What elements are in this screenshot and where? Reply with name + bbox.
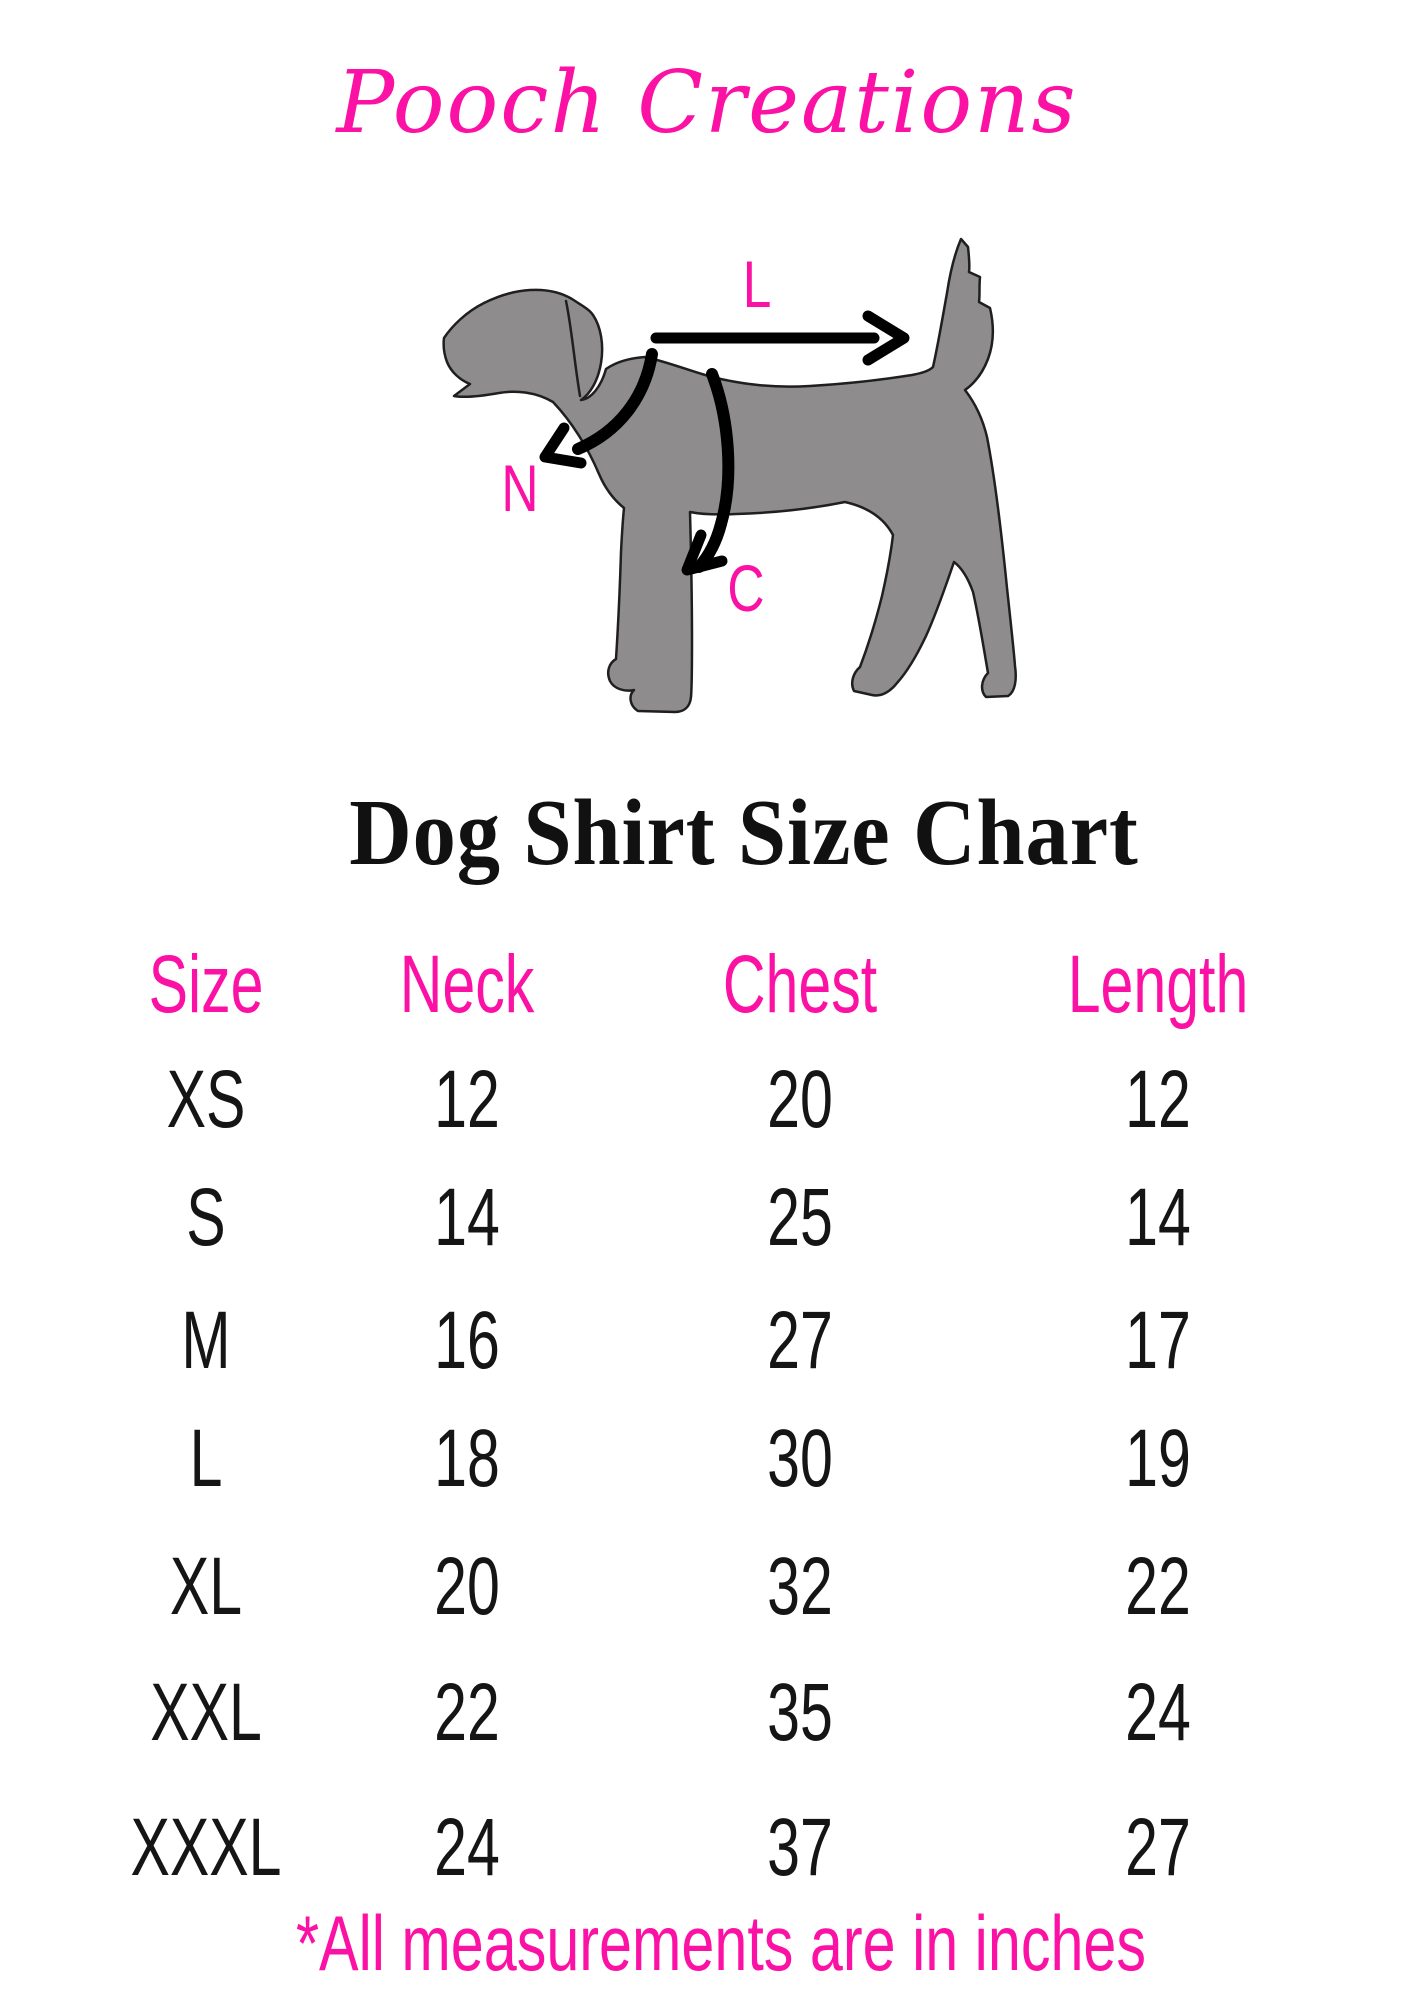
chest-value: 27 (767, 1295, 834, 1386)
table-row-xxxl: XXXL 24 37 27 (0, 1786, 1414, 1910)
neck-value: 22 (433, 1667, 500, 1758)
table-row-s: S 14 25 14 (0, 1156, 1414, 1280)
column-header-length: Length (1067, 939, 1249, 1030)
size-value: L (190, 1413, 223, 1504)
neck-value: 14 (433, 1172, 500, 1263)
neck-arrow-icon (539, 348, 658, 469)
neck-value: 12 (433, 1054, 500, 1145)
length-value: 27 (1125, 1802, 1191, 1893)
neck-label: N (501, 451, 538, 526)
chest-value: 35 (767, 1667, 834, 1758)
length-value: 22 (1125, 1541, 1191, 1632)
chest-value: 32 (767, 1541, 834, 1632)
size-value: XS (167, 1054, 246, 1145)
length-label: L (743, 247, 772, 322)
page-title: Dog Shirt Size Chart (315, 786, 1173, 880)
page-title-text: Dog Shirt Size Chart (349, 781, 1139, 885)
table-header-row: Size Neck Chest Length (0, 923, 1414, 1047)
size-value: XXXL (130, 1802, 282, 1893)
neck-value: 20 (433, 1541, 500, 1632)
size-value: XL (170, 1541, 243, 1632)
chest-label: C (727, 551, 764, 626)
table-row-xl: XL 20 32 22 (0, 1525, 1414, 1649)
length-arrow-icon (650, 310, 910, 366)
chest-value: 20 (767, 1054, 834, 1145)
chest-value: 37 (767, 1802, 834, 1893)
size-value: S (186, 1172, 227, 1263)
neck-value: 16 (433, 1295, 500, 1386)
length-value: 19 (1125, 1413, 1191, 1504)
table-row-xxl: XXL 22 35 24 (0, 1651, 1414, 1775)
length-value: 14 (1125, 1172, 1191, 1263)
length-value: 12 (1125, 1054, 1191, 1145)
chest-value: 25 (767, 1172, 834, 1263)
neck-value: 18 (433, 1413, 500, 1504)
length-value: 17 (1125, 1295, 1191, 1386)
column-header-chest: Chest (723, 939, 878, 1030)
table-row-xs: XS 12 20 12 (0, 1038, 1414, 1162)
length-value: 24 (1125, 1667, 1191, 1758)
chest-arrow-icon (681, 368, 735, 576)
measurements-note: *All measurements are in inches (296, 1899, 1147, 1987)
neck-value: 24 (433, 1802, 500, 1893)
table-row-l: L 18 30 19 (0, 1397, 1414, 1521)
dog-ear-line (564, 299, 582, 398)
size-value: M (181, 1295, 232, 1386)
table-row-m: M 16 27 17 (0, 1279, 1414, 1403)
size-value: XXL (150, 1667, 263, 1758)
dog-measurement-diagram: L N C (442, 237, 1017, 714)
column-header-neck: Neck (399, 939, 534, 1030)
chest-value: 30 (767, 1413, 834, 1504)
brand-title: Pooch Creations (336, 53, 1078, 153)
column-header-size: Size (149, 939, 264, 1030)
